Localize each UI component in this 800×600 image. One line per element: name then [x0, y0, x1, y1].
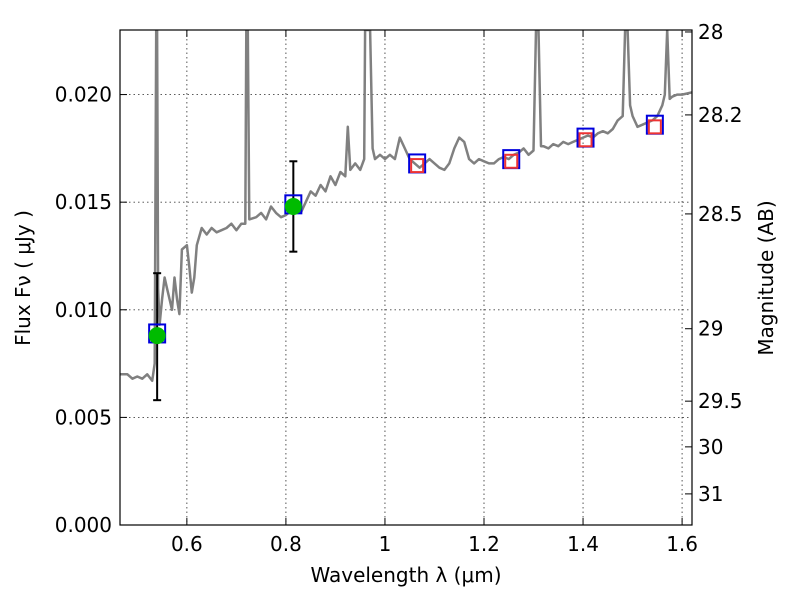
- mag-tick-label: 28: [698, 20, 723, 44]
- magnitude-axis-ticks: 28 28.2 28.5 29 29.5 30 31: [685, 20, 743, 506]
- model-band-square-red: [647, 119, 662, 135]
- x-tick-label: 1.4: [567, 532, 599, 556]
- y-axis-label: Flux Fν ( μJy ): [11, 210, 35, 346]
- y-tick-label: 0.000: [55, 513, 112, 537]
- x-tick-label: 0.6: [171, 532, 203, 556]
- x-axis-ticks: 0.6 0.8 1 1.2 1.4 1.6: [171, 30, 698, 556]
- model-band-square-red: [504, 153, 519, 169]
- x-tick-label: 1.2: [468, 532, 500, 556]
- plot-background: [120, 30, 692, 525]
- y-tick-label: 0.005: [55, 405, 112, 429]
- model-band-square-red: [410, 158, 425, 174]
- x-tick-label: 1: [379, 532, 392, 556]
- y-axis-ticks: 0.000 0.005 0.010 0.015 0.020: [55, 83, 127, 537]
- observed-point: [284, 197, 302, 215]
- y-tick-label: 0.010: [55, 298, 112, 322]
- x-tick-label: 1.6: [666, 532, 698, 556]
- plot-frame: [119, 29, 693, 526]
- mag-tick-label: 31: [698, 482, 723, 506]
- data-markers: [148, 114, 664, 402]
- observed-point: [148, 327, 166, 345]
- y-tick-label: 0.015: [55, 190, 112, 214]
- mag-tick-label: 29.5: [698, 389, 743, 413]
- model-band-square-red: [578, 132, 593, 148]
- x-tick-label: 0.8: [270, 532, 302, 556]
- mag-tick-label: 28.5: [698, 202, 743, 226]
- mag-tick-label: 29: [698, 317, 723, 341]
- y-tick-label: 0.020: [55, 83, 112, 107]
- grid-lines: [120, 30, 692, 525]
- x-axis-label: Wavelength λ (μm): [310, 563, 501, 587]
- spectrum-line: [120, 30, 692, 383]
- mag-tick-label: 30: [698, 435, 723, 459]
- mag-tick-label: 28.2: [698, 103, 743, 127]
- magnitude-axis-label: Magnitude (AB): [754, 200, 778, 355]
